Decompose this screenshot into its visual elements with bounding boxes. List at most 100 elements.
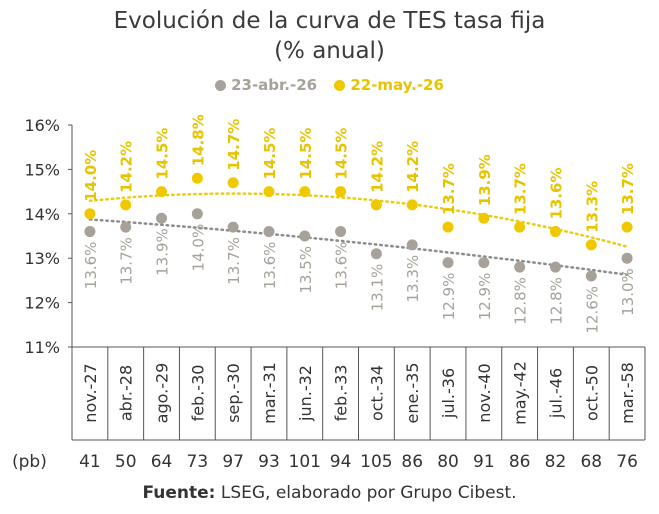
- data-point-series-2: [84, 208, 96, 220]
- legend-marker-yellow: [334, 79, 346, 91]
- source-text: LSEG, elaborado por Grupo Cibest.: [215, 483, 517, 503]
- data-label-series-1: 13.7%: [225, 237, 243, 285]
- pb-value: 101: [289, 452, 321, 472]
- chart-plot: 11% 12% 13% 14% 15% 16% nov.-27 abr.-28 ago.-29 f…: [12, 114, 646, 472]
- data-point-series-2: [120, 199, 132, 211]
- y-tick-label: 13%: [24, 249, 60, 268]
- data-point-series-1: [191, 208, 203, 220]
- data-label-series-2: 13.6%: [547, 168, 565, 220]
- x-tick-label: nov.-27: [81, 363, 100, 422]
- data-label-series-1: 12.8%: [547, 277, 565, 325]
- legend-label-series-2: 22-may.-26: [350, 76, 444, 94]
- data-point-series-1: [227, 221, 239, 233]
- data-point-series-1: [156, 212, 168, 224]
- data-label-series-2: 14.2%: [118, 141, 136, 193]
- data-point-series-2: [585, 239, 597, 251]
- data-label-series-1: 14.0%: [189, 224, 207, 272]
- x-tick-label: mar.-58: [618, 362, 637, 424]
- data-point-series-2: [370, 199, 382, 211]
- y-tick-label: 11%: [24, 338, 60, 357]
- pb-value: 50: [115, 452, 137, 472]
- data-label-series-2: 13.9%: [476, 154, 494, 206]
- data-label-series-1: 13.9%: [154, 228, 172, 276]
- data-point-series-1: [549, 261, 561, 273]
- trendline-series-2: [88, 192, 629, 248]
- pb-value: 68: [580, 452, 602, 472]
- data-point-series-1: [335, 226, 347, 238]
- pb-value: 91: [473, 452, 495, 472]
- data-label-series-2: 14.7%: [225, 119, 243, 171]
- legend-label-series-1: 23-abr.-26: [231, 76, 318, 94]
- pb-value: 86: [401, 452, 423, 472]
- data-point-series-1: [370, 248, 382, 260]
- x-tick-label: mar.-31: [260, 362, 279, 424]
- data-point-series-1: [514, 261, 526, 273]
- x-tick-label: may.-42: [511, 361, 530, 425]
- pb-value: 64: [151, 452, 173, 472]
- y-tick-label: 16%: [24, 116, 60, 135]
- data-label-series-2: 14.5%: [261, 128, 279, 180]
- data-point-series-1: [442, 257, 454, 269]
- data-point-series-2: [514, 221, 526, 233]
- data-point-series-2: [191, 172, 203, 184]
- data-point-series-2: [299, 186, 311, 198]
- x-tick-label: jul.-46: [546, 368, 565, 419]
- data-label-series-1: 12.9%: [476, 273, 494, 321]
- trendline-series-1: [88, 218, 629, 276]
- x-tick-label: ago.-29: [153, 363, 172, 424]
- pb-value: 97: [222, 452, 244, 472]
- data-point-series-1: [478, 257, 490, 269]
- data-label-series-2: 14.8%: [189, 114, 207, 166]
- chart-subtitle: (% anual): [274, 38, 385, 64]
- data-point-series-1: [585, 270, 597, 282]
- legend-item-series-2: 22-may.-26: [334, 76, 444, 94]
- data-label-series-1: 12.6%: [583, 286, 601, 334]
- pb-value: 41: [79, 452, 101, 472]
- y-tick-label: 12%: [24, 294, 60, 313]
- pb-value: 73: [187, 452, 209, 472]
- data-label-series-2: 14.0%: [82, 150, 100, 202]
- data-point-series-2: [549, 226, 561, 238]
- data-point-series-2: [621, 221, 633, 233]
- x-tick-label: abr.-28: [117, 365, 136, 421]
- data-point-series-2: [227, 177, 239, 189]
- data-point-series-2: [442, 221, 454, 233]
- data-point-series-1: [84, 226, 96, 238]
- data-point-series-1: [621, 252, 633, 264]
- data-label-series-2: 13.7%: [440, 163, 458, 215]
- data-point-series-2: [156, 186, 168, 198]
- legend: 23-abr.-26 22-may.-26: [0, 76, 659, 95]
- y-tick-label: 14%: [24, 205, 60, 224]
- data-label-series-2: 14.5%: [333, 128, 351, 180]
- x-tick-label: oct.-50: [582, 365, 601, 421]
- data-label-series-2: 13.7%: [512, 163, 530, 215]
- data-label-series-1: 12.9%: [440, 273, 458, 321]
- x-tick-label: ene.-35: [403, 362, 422, 423]
- pb-value: 93: [258, 452, 280, 472]
- data-label-series-1: 13.6%: [333, 242, 351, 290]
- data-point-series-2: [335, 186, 347, 198]
- data-label-series-1: 13.0%: [619, 268, 637, 316]
- data-label-series-2: 14.5%: [297, 128, 315, 180]
- data-label-series-1: 13.1%: [368, 264, 386, 312]
- data-point-series-2: [478, 212, 490, 224]
- data-label-series-2: 14.2%: [404, 141, 422, 193]
- pb-value: 76: [616, 452, 638, 472]
- chart-title: Evolución de la curva de TES tasa fija: [113, 8, 546, 34]
- data-label-series-2: 14.2%: [368, 141, 386, 193]
- data-label-series-1: 13.6%: [261, 242, 279, 290]
- x-tick-label: sep.-30: [224, 363, 243, 423]
- data-point-series-1: [299, 230, 311, 242]
- pb-value: 82: [545, 452, 567, 472]
- y-tick-label: 15%: [24, 160, 60, 179]
- x-tick-label: oct.-34: [367, 365, 386, 421]
- pb-value: 105: [360, 452, 392, 472]
- x-tick-label: jul.-36: [439, 368, 458, 419]
- pb-row-label: (pb): [12, 452, 47, 472]
- legend-marker-gray: [215, 79, 227, 91]
- pb-value: 86: [509, 452, 531, 472]
- data-point-series-1: [120, 221, 132, 233]
- data-point-series-2: [406, 199, 418, 211]
- source-note: Fuente: LSEG, elaborado por Grupo Cibest…: [0, 483, 659, 503]
- legend-item-series-1: 23-abr.-26: [215, 76, 317, 94]
